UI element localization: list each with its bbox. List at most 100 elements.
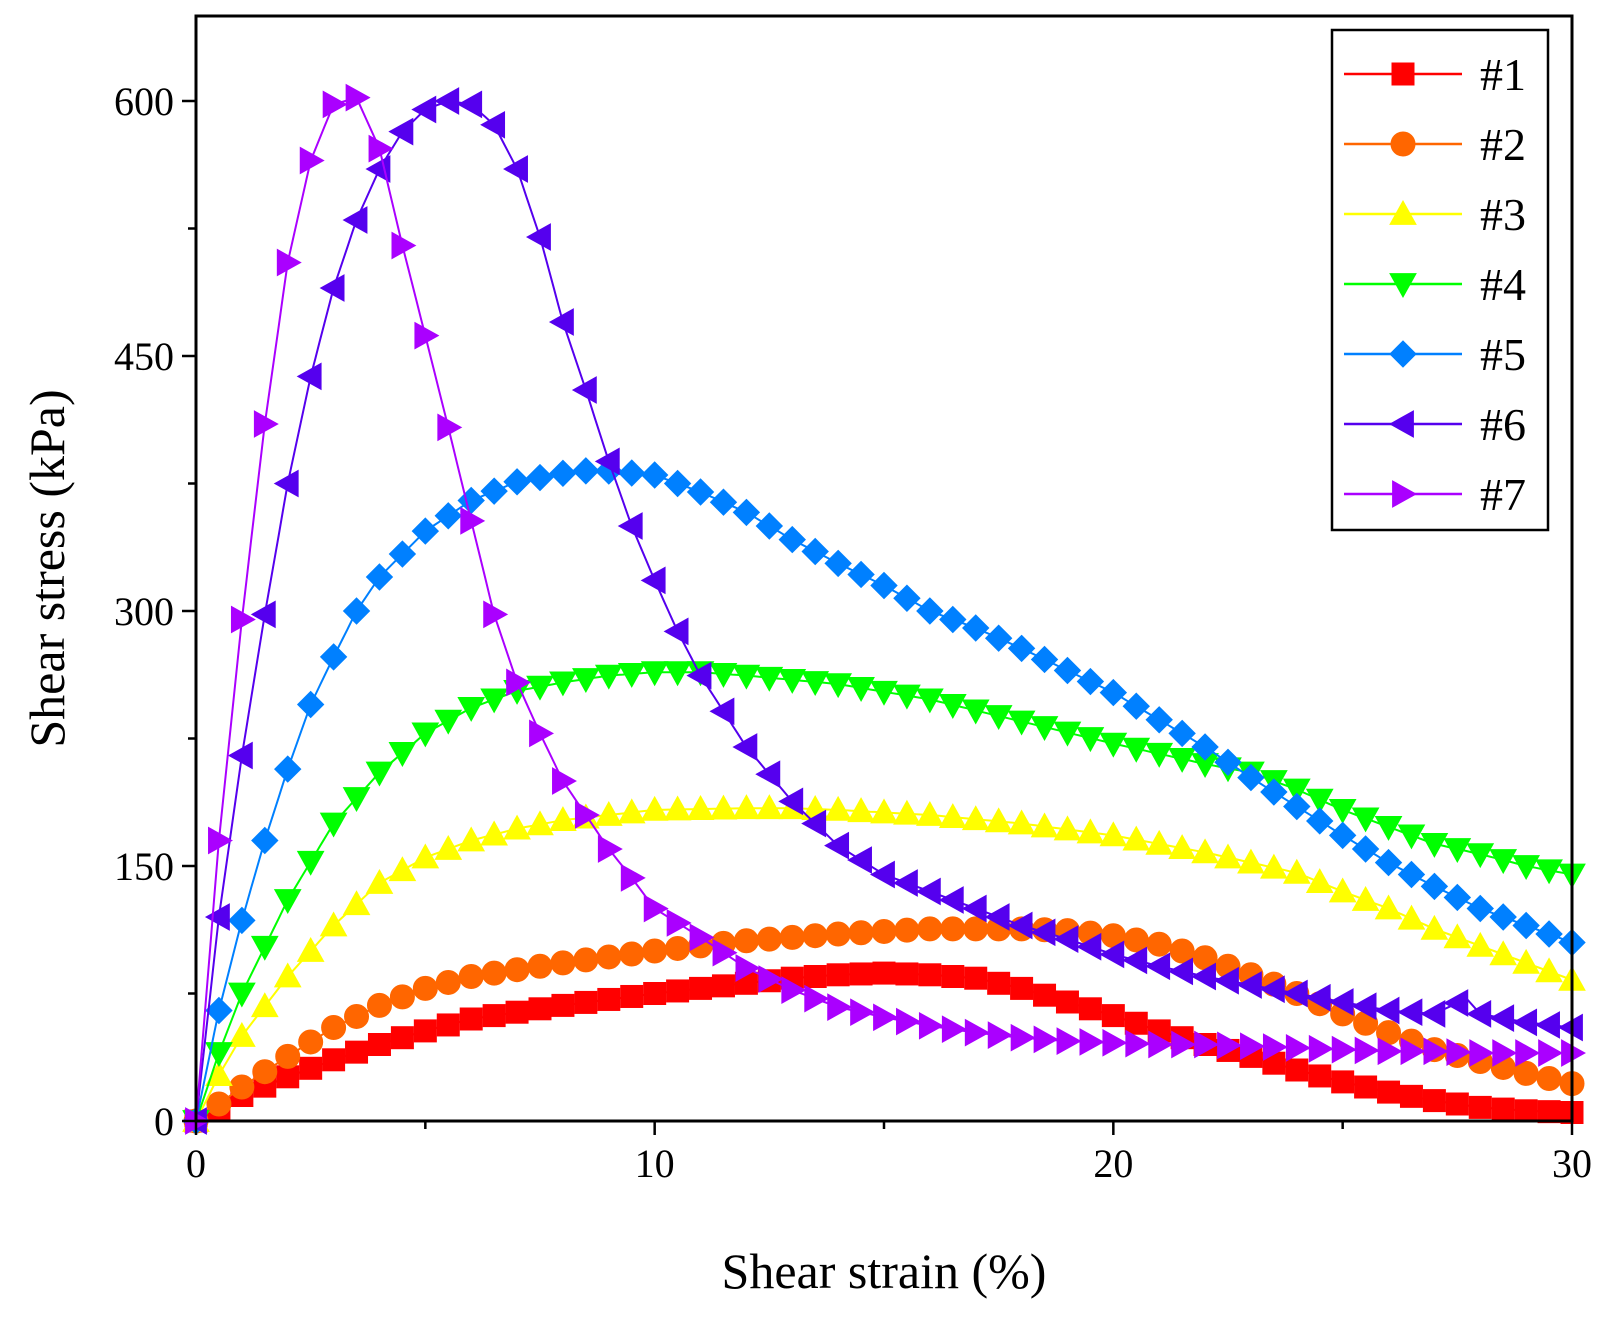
series-4-point — [755, 666, 784, 692]
legend-label: #1 — [1480, 49, 1526, 100]
series-4-point — [549, 671, 577, 697]
series-4-point — [1374, 816, 1403, 841]
series-7-point — [1079, 1028, 1105, 1056]
series-1-point — [528, 997, 552, 1021]
series-4-point — [893, 684, 921, 710]
legend-item: #1 — [1344, 49, 1526, 100]
series-2-point — [894, 917, 920, 943]
plot-layer — [182, 83, 1586, 1135]
series-5-point — [274, 755, 302, 783]
series-3-point — [916, 800, 944, 826]
series-2-point — [940, 916, 966, 942]
series-3-point — [1007, 809, 1036, 835]
series-6-point — [1351, 992, 1377, 1021]
series-4-point — [1443, 838, 1472, 864]
y-tick-label: 300 — [114, 589, 174, 634]
series-1-point — [1422, 1089, 1446, 1113]
series-6-point — [847, 846, 872, 874]
series-5-point — [1099, 678, 1128, 707]
series-2-point — [412, 975, 438, 1001]
series-7-point — [1469, 1039, 1495, 1067]
series-4-point — [1099, 732, 1128, 758]
series-1-point — [299, 1056, 323, 1080]
x-axis-label: Shear strain (%) — [722, 1243, 1047, 1299]
series-7-point — [1010, 1023, 1036, 1052]
series-5-point — [319, 643, 348, 671]
series-4-point — [250, 935, 279, 961]
series-6-point — [1512, 1008, 1538, 1037]
series-3-point — [640, 795, 669, 821]
series-7-point — [1285, 1034, 1311, 1062]
series-6-point — [686, 661, 712, 690]
series-1-point — [322, 1048, 346, 1072]
series-4-point — [938, 694, 967, 719]
series-6-point — [1466, 1000, 1492, 1028]
series-2-point — [298, 1029, 324, 1055]
series-2-point — [596, 944, 622, 970]
series-7-point — [804, 984, 830, 1013]
legend-label: #7 — [1480, 469, 1526, 520]
series-1-point — [711, 974, 735, 998]
series-2-point — [825, 921, 851, 947]
series-2-point — [1146, 931, 1172, 957]
series-6-point — [548, 308, 574, 336]
series-3-point — [1099, 821, 1128, 847]
series-4-point — [1030, 716, 1059, 742]
series-3-point — [342, 890, 371, 916]
series-7-point — [1446, 1038, 1472, 1066]
series-7-point — [437, 413, 463, 442]
series-1-point — [436, 1013, 460, 1037]
series-5-point — [1535, 920, 1563, 948]
x-axis: 0 10 20 30 — [186, 1121, 1592, 1186]
series-7-point — [1125, 1029, 1151, 1058]
series-1-point — [987, 971, 1011, 995]
series-1-point — [1285, 1058, 1309, 1082]
series-7-point — [1194, 1030, 1220, 1059]
series-5-point — [801, 537, 829, 566]
series-6-point — [296, 362, 322, 391]
legend-label: #5 — [1480, 329, 1526, 380]
series-4-point — [801, 671, 830, 697]
series-5-point — [939, 605, 967, 634]
series-7-point — [506, 668, 532, 697]
series-6-point — [411, 95, 437, 124]
legend-label: #3 — [1480, 189, 1526, 240]
series-5-point — [1191, 733, 1219, 761]
series-4-point — [640, 661, 669, 687]
series-6-point — [1053, 925, 1079, 953]
series-1-point — [482, 1004, 506, 1028]
series-5-point — [847, 560, 875, 589]
series-7-point — [483, 600, 509, 629]
series-4-point — [1053, 721, 1082, 747]
series-6-point — [525, 223, 551, 251]
series-6-point — [1007, 911, 1033, 940]
series-7-point — [643, 894, 669, 923]
series-4-point — [457, 697, 486, 722]
series-7-point — [368, 134, 394, 163]
series-3-point — [755, 794, 784, 820]
series-1-point — [895, 962, 919, 986]
series-1-point — [459, 1007, 483, 1031]
series-3-point — [847, 797, 875, 823]
series-7-point — [712, 938, 738, 967]
series-6-point — [1168, 957, 1194, 986]
series-5-point — [1030, 645, 1059, 674]
series-3 — [182, 794, 1586, 1132]
series-6-point — [1374, 996, 1400, 1025]
series-5-point — [618, 459, 646, 487]
series-4-point — [1007, 710, 1036, 736]
series-4-point — [434, 709, 463, 735]
series-4-point — [824, 673, 852, 699]
series-3-point — [1420, 914, 1449, 940]
series-3-point — [1489, 940, 1518, 966]
series-7-point — [460, 507, 486, 535]
series-6-point — [663, 617, 689, 646]
series-7-point — [827, 993, 853, 1021]
y-axis-label: Shear stress (kPa) — [19, 389, 75, 747]
series-5-point — [778, 525, 806, 554]
series-7-point — [414, 321, 440, 350]
series-6-point — [1420, 1000, 1446, 1028]
series-4-point — [1145, 742, 1174, 768]
series-3-point — [480, 820, 508, 846]
